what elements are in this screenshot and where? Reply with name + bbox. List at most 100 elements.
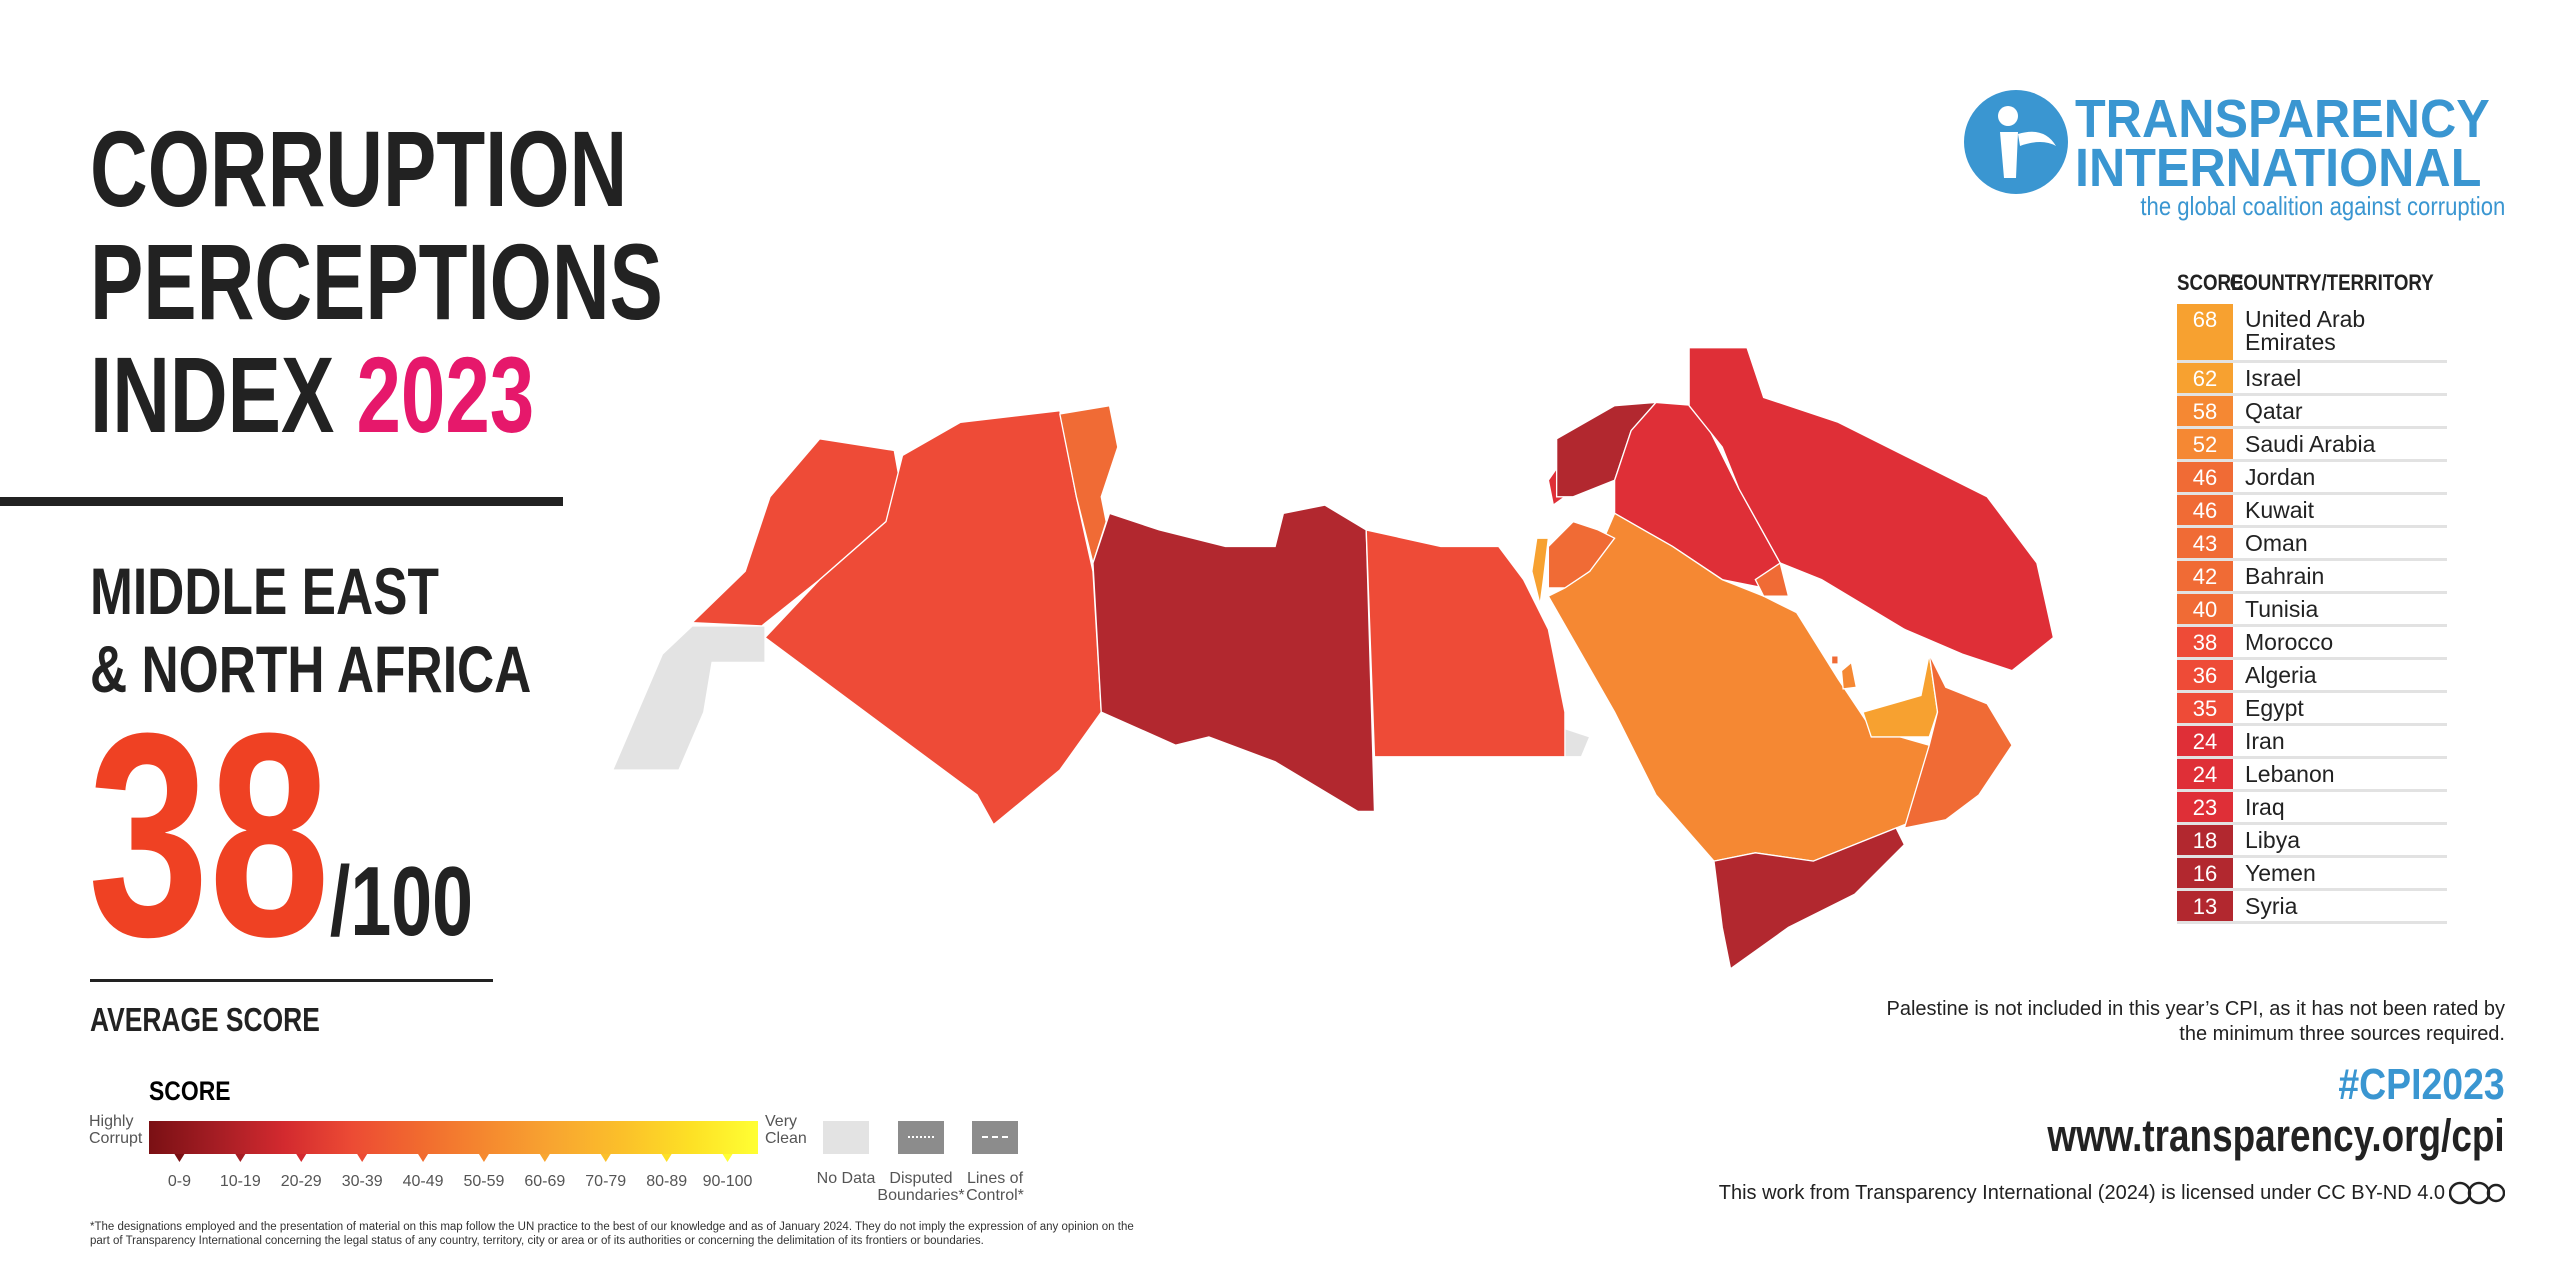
year: 2023 — [356, 334, 535, 455]
no-data-label: No Data — [816, 1170, 876, 1187]
country-name: Jordan — [2245, 464, 2316, 490]
legend-tick — [357, 1154, 368, 1162]
country-shape — [1840, 661, 1858, 690]
country-shape — [1903, 653, 2013, 829]
score-cell: 43 — [2177, 528, 2233, 558]
country-name: Libya — [2245, 827, 2300, 853]
country-name: Syria — [2245, 893, 2298, 919]
table-row: 38 Morocco — [2177, 627, 2447, 660]
score-cell: 68 — [2177, 304, 2233, 360]
underline — [90, 979, 493, 982]
map — [611, 347, 2055, 970]
score-cell: 58 — [2177, 396, 2233, 426]
score-cell: 16 — [2177, 858, 2233, 888]
score-cell: 38 — [2177, 627, 2233, 657]
score-cell: 24 — [2177, 759, 2233, 789]
country-name: Iraq — [2245, 794, 2285, 820]
country-name: Algeria — [2245, 662, 2317, 688]
table-row: 13 Syria — [2177, 891, 2447, 924]
dotted-line — [908, 1136, 934, 1138]
country-shape — [1862, 653, 1939, 738]
title-line: CORRUPTION — [90, 108, 628, 229]
legend-tick — [478, 1154, 489, 1162]
score-cell: 13 — [2177, 891, 2233, 921]
table-row: 58 Qatar — [2177, 396, 2447, 429]
table-row: 24 Iran — [2177, 726, 2447, 759]
table-row: 24 Lebanon — [2177, 759, 2447, 792]
country-name: Morocco — [2245, 629, 2334, 655]
column-header: SCORE — [2177, 270, 2244, 295]
legend-tick — [600, 1154, 611, 1162]
by-icon — [2467, 1181, 2491, 1205]
country-shape — [1547, 520, 1616, 589]
score-block: 38 /100 — [88, 690, 473, 980]
legend-bin-label: 80-89 — [646, 1173, 687, 1190]
logo-head — [1998, 106, 2018, 126]
palestine-note: Palestine is not included in this year’s… — [1886, 998, 2505, 1045]
average-score: 38 — [88, 673, 330, 997]
table-header: SCORE COUNTRY/TERRITORY — [2177, 262, 2434, 304]
title: CORRUPTION PERCEPTIONS INDEX 2023 — [90, 112, 663, 451]
region-line: MIDDLE EAST — [90, 554, 439, 628]
score-cell: 62 — [2177, 363, 2233, 393]
score-cell: 35 — [2177, 693, 2233, 723]
title-line: PERCEPTIONS — [90, 221, 663, 342]
country-name: Iran — [2245, 728, 2285, 754]
cc-icon — [2449, 1181, 2472, 1205]
hashtag: #CPI2023 — [2338, 1060, 2505, 1109]
legend-title: SCORE — [149, 1076, 231, 1106]
url: www.transparency.org/cpi — [2047, 1110, 2505, 1161]
legend: SCORE 0-9 10-19 20-29 30-39 40-49 50-59 60-69 7… — [149, 1076, 758, 1190]
nd-icon — [2486, 1183, 2505, 1203]
country-shape — [1830, 655, 1839, 665]
table-row: 23 Iraq — [2177, 792, 2447, 825]
country-shape — [1365, 529, 1566, 758]
disputed-swatch — [898, 1121, 944, 1154]
logo-name: INTERNATIONAL — [2075, 138, 2482, 198]
country-name: United Arab Emirates — [2245, 306, 2366, 355]
legend-high: Very Clean — [765, 1113, 807, 1147]
legend-bin-label: 10-19 — [220, 1173, 261, 1190]
title-line: INDEX 2023 — [90, 338, 663, 451]
country-shape — [1092, 504, 1376, 813]
country-name: Saudi Arabia — [2245, 431, 2376, 457]
legend-gradient — [149, 1121, 758, 1154]
country-shape — [1713, 827, 1906, 970]
country-name: Egypt — [2245, 695, 2304, 721]
table-row: 52 Saudi Arabia — [2177, 429, 2447, 462]
legend-tick — [722, 1154, 733, 1162]
legend-bin-label: 60-69 — [524, 1173, 565, 1190]
score-cell: 18 — [2177, 825, 2233, 855]
table-row: 42 Bahrain — [2177, 561, 2447, 594]
legend-bin-label: 70-79 — [585, 1173, 626, 1190]
legend-tick — [539, 1154, 550, 1162]
legend-tick — [296, 1154, 307, 1162]
legend-tick — [418, 1154, 429, 1162]
region-line: & NORTH AFRICA — [90, 632, 532, 706]
legend-bin-label: 30-39 — [342, 1173, 383, 1190]
legend-bin-label: 50-59 — [463, 1173, 504, 1190]
disputed-label: Disputed Boundaries* — [877, 1170, 965, 1204]
no-data-region — [611, 625, 766, 771]
legend-tick — [174, 1154, 185, 1162]
license: This work from Transparency Internationa… — [1718, 1182, 2445, 1204]
logo-figure — [2000, 131, 2056, 178]
country-name: Qatar — [2245, 398, 2303, 424]
cc-icons — [2449, 1181, 2505, 1205]
score-cell: 42 — [2177, 561, 2233, 591]
legend-tick — [661, 1154, 672, 1162]
table-row: 46 Jordan — [2177, 462, 2447, 495]
legend-low: Highly Corrupt — [89, 1113, 143, 1147]
score-cell: 52 — [2177, 429, 2233, 459]
footnote: *The designations employed and the prese… — [90, 1221, 1134, 1247]
table-row: 36 Algeria — [2177, 660, 2447, 693]
country-name: Bahrain — [2245, 563, 2325, 589]
country-name: Tunisia — [2245, 596, 2319, 622]
country-name: Kuwait — [2245, 497, 2315, 523]
table-row: 40 Tunisia — [2177, 594, 2447, 627]
country-name: Israel — [2245, 365, 2302, 391]
table-row: 68 United Arab Emirates — [2177, 304, 2447, 363]
table-row: 62 Israel — [2177, 363, 2447, 396]
country-name: Yemen — [2245, 860, 2316, 886]
